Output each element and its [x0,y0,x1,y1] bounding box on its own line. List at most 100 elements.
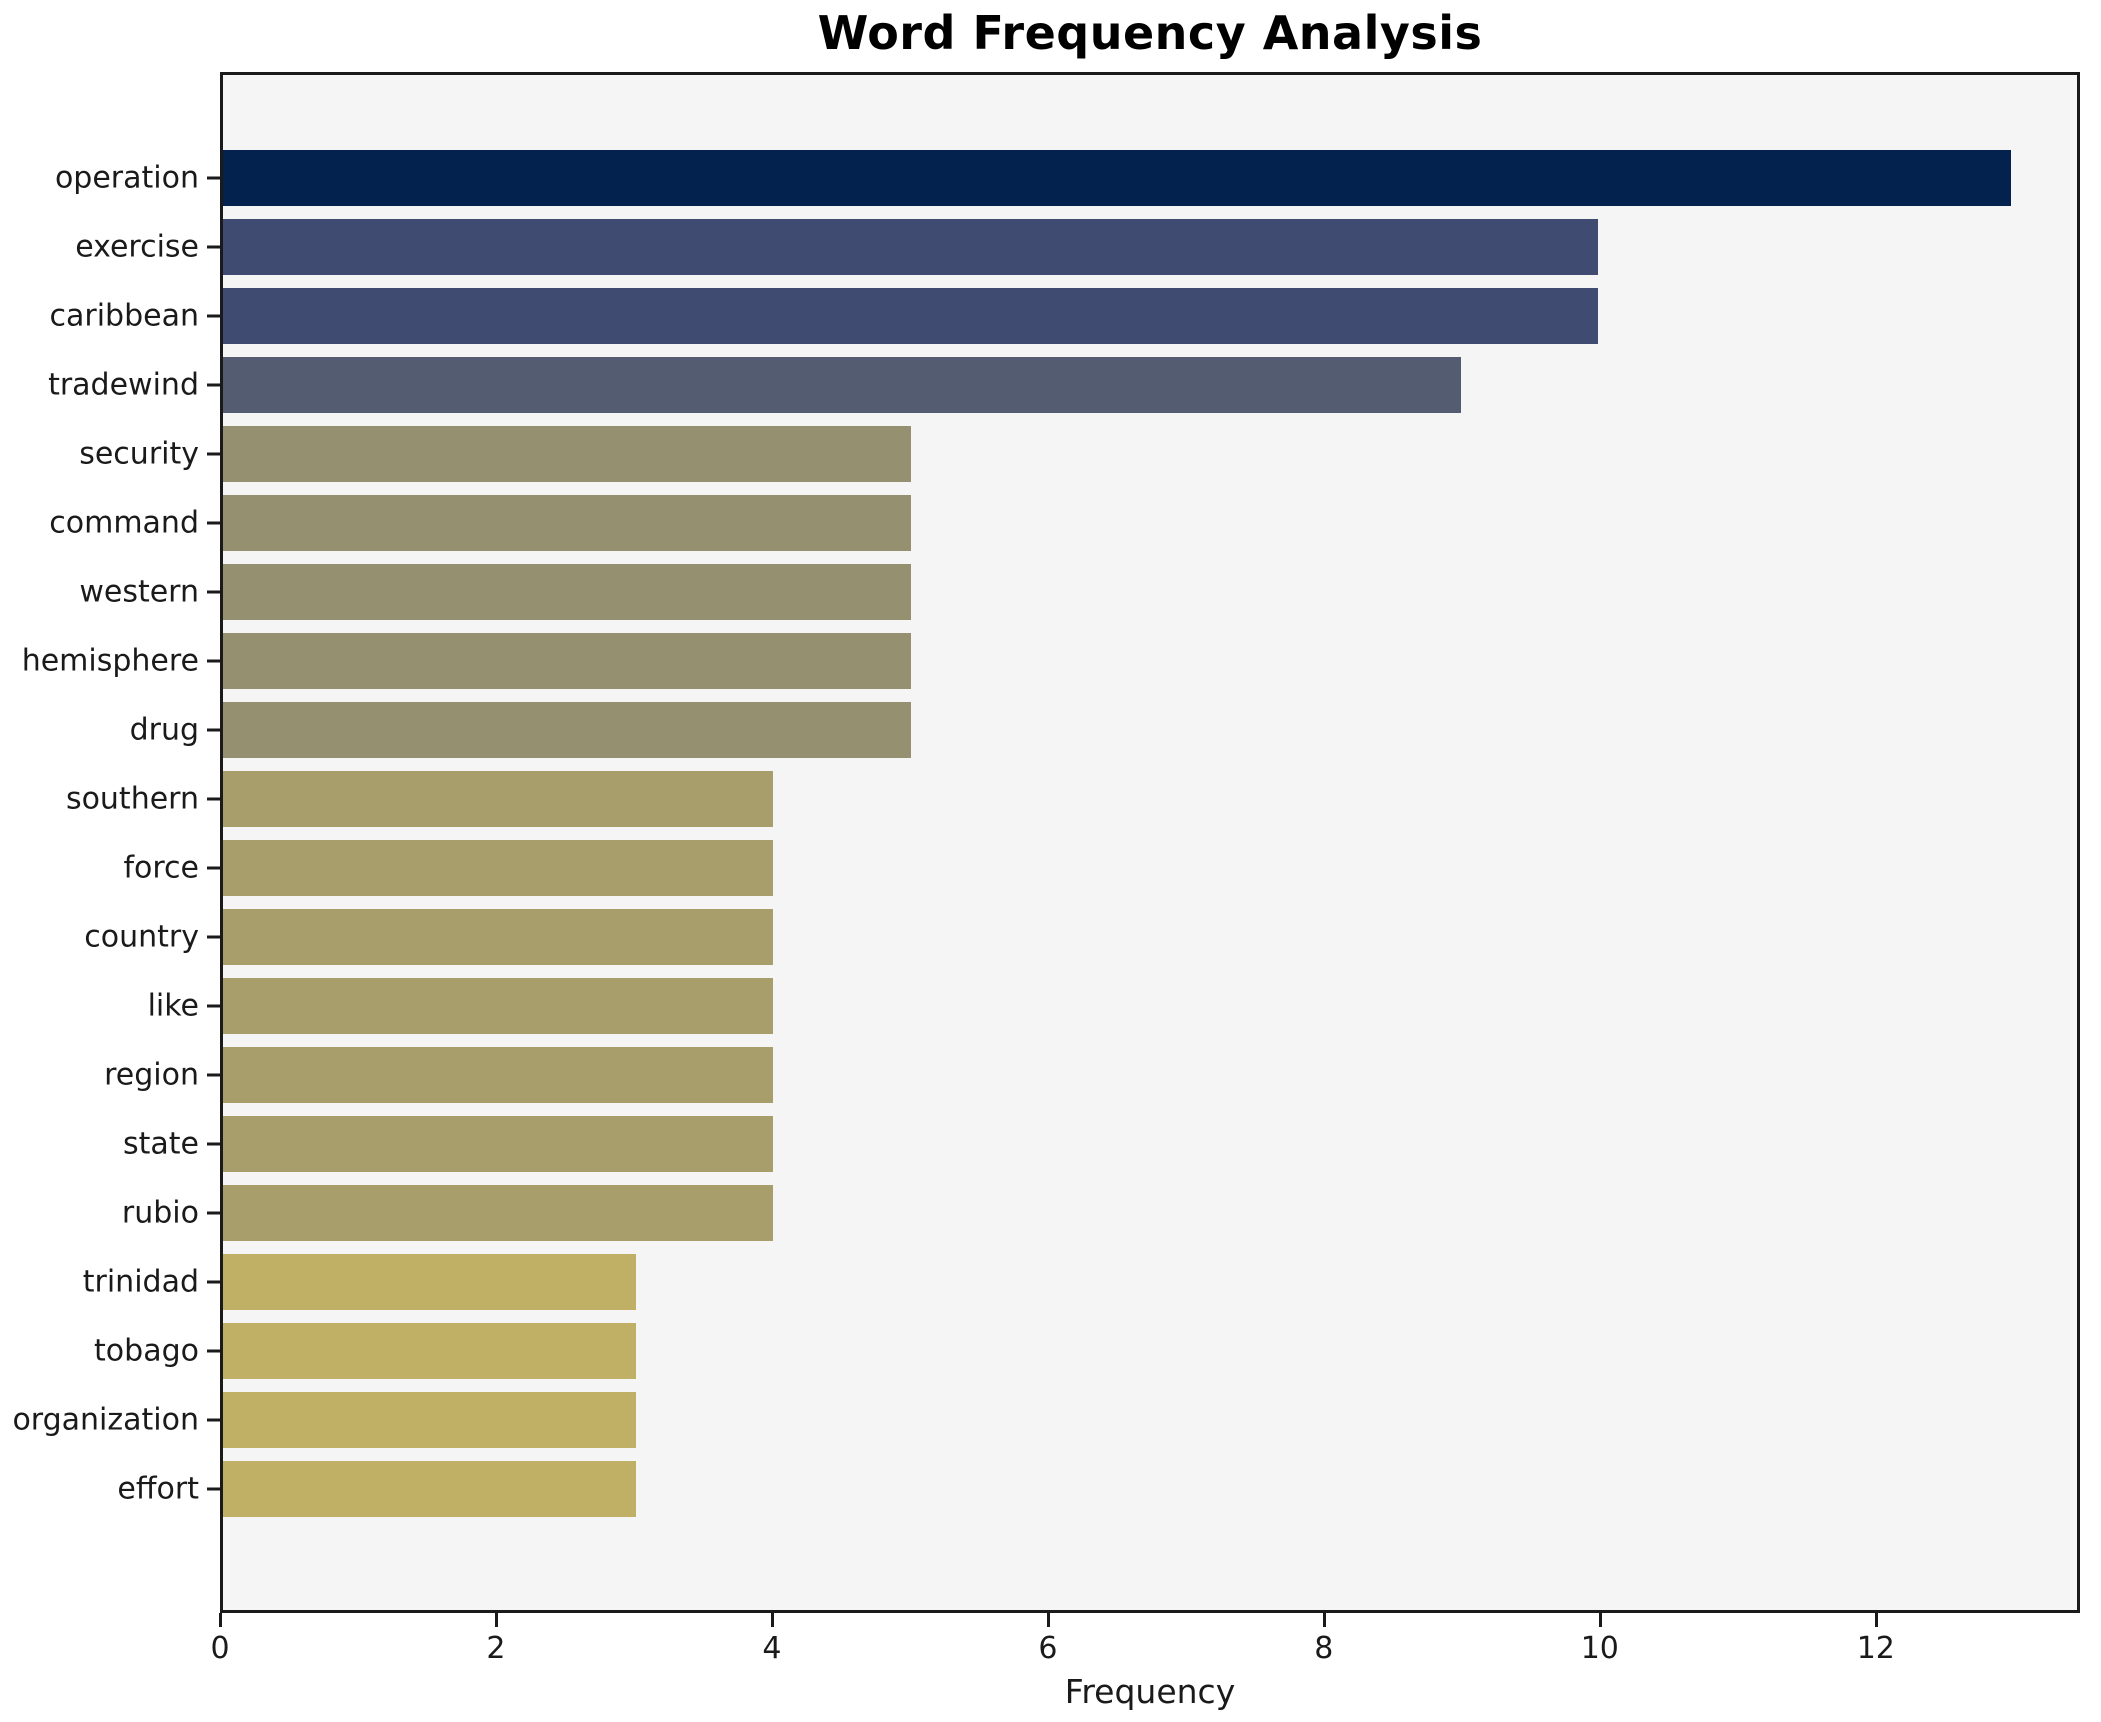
y-tick-label: operation [54,160,199,196]
chart-row: organization [12,1386,2077,1455]
x-tick-label: 4 [762,1631,782,1666]
bar [223,149,2011,206]
chart-row: state [123,1110,2077,1179]
chart-row: force [123,833,2077,902]
bar [223,909,774,966]
x-tick-label: 0 [210,1631,230,1666]
y-tick-label: caribbean [49,298,200,334]
chart-row: caribbean [50,281,2077,350]
bar [223,563,911,620]
y-tick-mark [207,797,220,801]
x-tick-mark [1874,1613,1878,1627]
y-tick-label: western [79,574,199,610]
y-tick-mark [207,383,220,387]
y-tick-mark [207,1418,220,1422]
y-tick-label: country [84,919,199,955]
y-tick-label: tobago [94,1333,199,1369]
y-tick-mark [207,935,220,939]
y-tick-mark [207,452,220,456]
chart-row: security [79,419,2077,488]
x-tick-mark [494,1613,498,1627]
bar [223,770,774,827]
chart-row: like [148,972,2077,1041]
bar [223,978,774,1035]
y-tick-mark [207,521,220,525]
plot-area: operation exercise caribbean tradewind secur… [12,72,2080,1613]
chart-row: southern [66,764,2077,833]
bar [223,1461,636,1518]
bar [223,494,911,551]
y-tick-mark [207,314,220,318]
chart-row: hemisphere [22,626,2077,695]
y-tick-label: security [79,436,199,472]
chart-row: effort [117,1455,2077,1524]
y-tick-mark [207,1142,220,1146]
y-tick-label: region [104,1057,199,1093]
y-tick-mark [207,1073,220,1077]
bar [223,356,1461,413]
y-tick-label: exercise [75,229,199,265]
y-tick-mark [207,1487,220,1491]
y-tick-label: force [123,850,199,886]
chart-row: exercise [75,212,2077,281]
y-tick-mark [207,659,220,663]
y-tick-label: state [123,1126,199,1162]
y-tick-label: command [49,505,199,541]
bar [223,218,1599,275]
bar [223,1323,636,1380]
chart-row: tobago [94,1317,2077,1386]
y-tick-label: drug [129,712,199,748]
chart-row: drug [130,695,2077,764]
chart-row: command [49,488,2077,557]
y-tick-mark [207,176,220,180]
y-tick-label: tradewind [48,367,199,403]
bar [223,1392,636,1449]
y-tick-label: southern [65,781,199,817]
x-tick-label: 12 [1856,1631,1895,1666]
y-tick-mark [207,728,220,732]
bar [223,425,911,482]
y-tick-label: organization [12,1402,199,1438]
y-tick-label: trinidad [82,1264,199,1300]
x-tick-mark [770,1613,774,1627]
y-tick-label: like [147,988,199,1024]
chart-row: rubio [122,1179,2077,1248]
y-tick-mark [207,1349,220,1353]
y-tick-mark [207,1211,220,1215]
chart-row: country [84,903,2077,972]
chart-row: tradewind [48,350,2077,419]
bar [223,1116,774,1173]
x-axis: 0 2 4 6 8 10 12 [210,1613,2080,1683]
bar [223,632,911,689]
x-tick-label: 8 [1314,1631,1334,1666]
x-tick-mark [1046,1613,1050,1627]
chart-row: western [79,557,2077,626]
y-tick-mark [207,1004,220,1008]
x-tick-mark [1322,1613,1326,1627]
y-tick-mark [207,866,220,870]
x-tick-mark [219,1613,222,1627]
x-tick-mark [1598,1613,1602,1627]
bar [223,839,774,896]
bar [223,1047,774,1104]
x-tick-label: 6 [1038,1631,1058,1666]
y-tick-mark [207,245,220,249]
y-tick-label: effort [117,1471,199,1507]
chart-title: Word Frequency Analysis [817,6,1483,60]
y-tick-label: rubio [121,1195,199,1231]
y-tick-label: hemisphere [21,643,199,679]
x-axis-label: Frequency [1064,1672,1236,1711]
y-tick-mark [207,1280,220,1284]
y-tick-mark [207,590,220,594]
bars-container: operation exercise caribbean tradewind secur… [12,75,2077,1610]
bar [223,701,911,758]
bar [223,1254,636,1311]
bar [223,1185,774,1242]
bar [223,287,1599,344]
chart-row: region [104,1041,2077,1110]
chart-row: trinidad [83,1248,2077,1317]
chart-row: operation [55,143,2077,212]
x-tick-label: 2 [486,1631,506,1666]
x-tick-label: 10 [1580,1631,1619,1666]
